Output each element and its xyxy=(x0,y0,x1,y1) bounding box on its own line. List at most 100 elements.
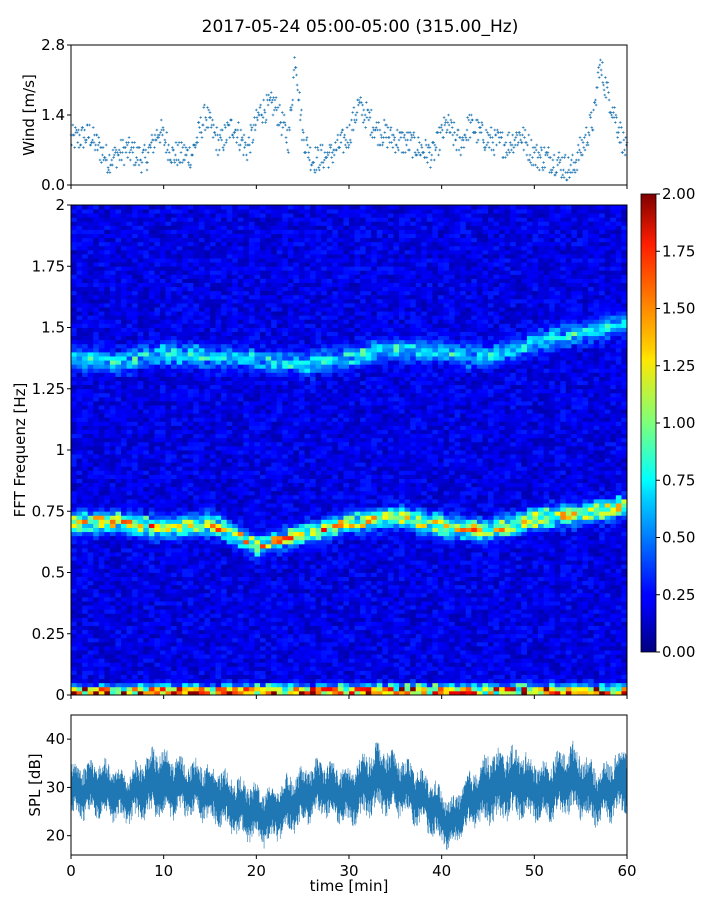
spectrogram-cell xyxy=(127,642,133,646)
spectrogram-cell xyxy=(71,654,77,658)
spectrogram-cell xyxy=(110,454,116,458)
spectrogram-cell xyxy=(238,454,244,458)
spectrogram-cell xyxy=(71,532,77,536)
spectrogram-cell xyxy=(171,519,177,523)
spectrogram-cell xyxy=(204,368,210,372)
spectrogram-cell xyxy=(93,315,99,319)
spectrogram-cell xyxy=(204,662,210,666)
spectrogram-cell xyxy=(293,548,299,552)
spectrogram-cell xyxy=(260,683,266,687)
spectrogram-cell xyxy=(149,377,155,381)
spectrogram-cell xyxy=(143,548,149,552)
spectrogram-cell xyxy=(266,348,272,352)
spectrogram-cell xyxy=(221,499,227,503)
spectrogram-cell xyxy=(282,360,288,364)
spectrogram-cell xyxy=(143,389,149,393)
spectrogram-cell xyxy=(249,303,255,307)
spectrogram-cell xyxy=(266,687,272,691)
spectrogram-cell xyxy=(154,458,160,462)
spectrogram-cell xyxy=(71,238,77,242)
spectrogram-cell xyxy=(177,225,183,229)
spectrogram-cell xyxy=(293,328,299,332)
spectrogram-cell xyxy=(88,401,94,405)
spectrogram-cell xyxy=(232,205,238,209)
wind-ylabel: Wind [m/s] xyxy=(20,74,38,156)
spectrogram-cell xyxy=(204,262,210,266)
spectrogram-cell xyxy=(99,552,105,556)
spectrogram-cell xyxy=(299,666,305,670)
spectrogram-cell xyxy=(232,524,238,528)
spectrogram-cell xyxy=(271,246,277,250)
spectrogram-cell xyxy=(88,573,94,577)
spectrogram-cell xyxy=(127,279,133,283)
spectrogram-cell xyxy=(193,581,199,585)
spectrogram-cell xyxy=(182,466,188,470)
spectrogram-cell xyxy=(115,266,121,270)
spectrogram-cell xyxy=(138,336,144,340)
spectrogram-cell xyxy=(121,548,127,552)
spectrogram-cell xyxy=(288,601,294,605)
spectrogram-cell xyxy=(88,270,94,274)
spectrogram-cell xyxy=(160,287,166,291)
spectrogram-cell xyxy=(110,336,116,340)
spectrogram-cell xyxy=(271,524,277,528)
spectrogram-cell xyxy=(82,646,88,650)
spectrogram-cell xyxy=(221,515,227,519)
spectrogram-cell xyxy=(221,401,227,405)
spectrogram-cell xyxy=(288,266,294,270)
spectrogram-cell xyxy=(110,430,116,434)
spectrogram-cell xyxy=(204,344,210,348)
spectrogram-cell xyxy=(210,430,216,434)
spectrogram-cell xyxy=(127,230,133,234)
spectrogram-cell xyxy=(204,466,210,470)
spectrogram-cell xyxy=(143,466,149,470)
spectrogram-cell xyxy=(266,577,272,581)
spectrogram-cell xyxy=(266,446,272,450)
spectrogram-cell xyxy=(266,274,272,278)
spectrogram-cell xyxy=(104,515,110,519)
spectrogram-cell xyxy=(199,291,205,295)
spectrogram-cell xyxy=(277,556,283,560)
spectrogram-cell xyxy=(93,393,99,397)
spectrogram-cell xyxy=(88,585,94,589)
spectrogram-cell xyxy=(127,385,133,389)
spectrogram-cell xyxy=(115,434,121,438)
spectrogram-cell xyxy=(210,230,216,234)
spectrogram-cell xyxy=(71,609,77,613)
spectrogram-cell xyxy=(221,364,227,368)
spectrogram-cell xyxy=(282,675,288,679)
spectrogram-cell xyxy=(232,266,238,270)
spectrogram-cell xyxy=(77,230,83,234)
spectrogram-cell xyxy=(171,438,177,442)
spectrogram-cell xyxy=(182,262,188,266)
spectrogram-cell xyxy=(110,442,116,446)
spectrogram-cell xyxy=(299,662,305,666)
spectrogram-cell xyxy=(293,458,299,462)
spectrogram-cell xyxy=(166,475,172,479)
spectrogram-cell xyxy=(282,344,288,348)
spectrogram-cell xyxy=(282,556,288,560)
spectrogram-cell xyxy=(282,617,288,621)
spectrogram-cell xyxy=(288,389,294,393)
spectrogram-cell xyxy=(227,332,233,336)
spectrogram-cell xyxy=(199,626,205,630)
spectrogram-cell xyxy=(277,307,283,311)
spectrogram-cell xyxy=(88,332,94,336)
spectrogram-cell xyxy=(282,270,288,274)
spectrogram-cell xyxy=(221,564,227,568)
spectrogram-cell xyxy=(171,613,177,617)
spectrogram-cell xyxy=(216,503,222,507)
spectrogram-cell xyxy=(99,515,105,519)
spectrogram-cell xyxy=(221,266,227,270)
spectrogram-cell xyxy=(249,446,255,450)
spectrogram-cell xyxy=(227,597,233,601)
spectrogram-cell xyxy=(266,287,272,291)
spectrogram-cell xyxy=(160,454,166,458)
spectrogram-cell xyxy=(82,642,88,646)
spectrogram-cell xyxy=(138,552,144,556)
spectrogram-cell xyxy=(204,475,210,479)
spectrogram-cell xyxy=(154,548,160,552)
spectrogram-cell xyxy=(121,303,127,307)
spectrogram-cell xyxy=(88,597,94,601)
spectrogram-cell xyxy=(71,671,77,675)
